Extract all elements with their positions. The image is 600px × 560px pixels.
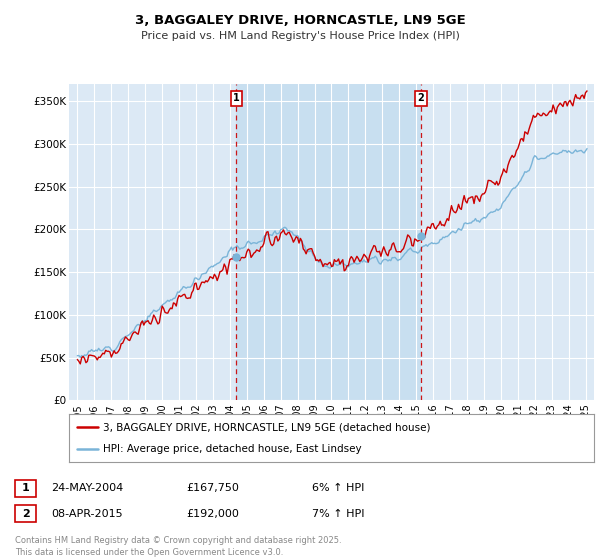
Text: 24-MAY-2004: 24-MAY-2004 [51,483,123,493]
Text: 1: 1 [233,93,239,103]
Text: Contains HM Land Registry data © Crown copyright and database right 2025.
This d: Contains HM Land Registry data © Crown c… [15,536,341,557]
Bar [236,84,421,400]
Text: HPI: Average price, detached house, East Lindsey: HPI: Average price, detached house, East… [103,444,362,454]
Text: 7% ↑ HPI: 7% ↑ HPI [312,508,365,519]
Text: 08-APR-2015: 08-APR-2015 [51,508,122,519]
Text: £192,000: £192,000 [186,508,239,519]
Text: 1: 1 [22,483,29,493]
Text: 3, BAGGALEY DRIVE, HORNCASTLE, LN9 5GE (detached house): 3, BAGGALEY DRIVE, HORNCASTLE, LN9 5GE (… [103,422,431,432]
Text: £167,750: £167,750 [186,483,239,493]
Text: 3, BAGGALEY DRIVE, HORNCASTLE, LN9 5GE: 3, BAGGALEY DRIVE, HORNCASTLE, LN9 5GE [134,14,466,27]
Text: 2: 2 [418,93,424,103]
Text: Price paid vs. HM Land Registry's House Price Index (HPI): Price paid vs. HM Land Registry's House … [140,31,460,41]
Text: 2: 2 [22,508,29,519]
Text: 6% ↑ HPI: 6% ↑ HPI [312,483,364,493]
